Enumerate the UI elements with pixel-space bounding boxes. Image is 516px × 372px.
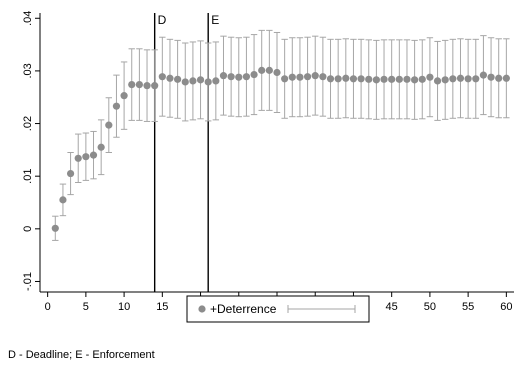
data-point (212, 77, 220, 85)
data-point (334, 75, 342, 83)
data-point (181, 78, 189, 86)
data-point (166, 74, 174, 82)
data-point (120, 92, 128, 100)
data-point (502, 74, 510, 82)
data-point (365, 75, 373, 83)
data-point (158, 73, 166, 81)
data-point (388, 75, 396, 83)
x-tick-label: 60 (500, 301, 512, 313)
data-point (464, 75, 472, 83)
data-point (66, 169, 75, 178)
data-point (128, 80, 136, 89)
data-point (349, 75, 358, 83)
x-tick-label: 0 (45, 301, 51, 313)
data-point (82, 153, 90, 161)
data-point (380, 75, 388, 83)
data-point (219, 72, 228, 80)
data-point (495, 74, 503, 82)
data-point (411, 76, 419, 84)
x-tick-label: 55 (462, 301, 474, 313)
data-point (319, 73, 327, 81)
data-point (296, 73, 304, 81)
legend-label: +Deterrence (210, 302, 277, 316)
plot-area: -.010.01.02.03.0405101520253035404550556… (22, 11, 514, 313)
data-point (235, 73, 243, 81)
legend-marker (198, 305, 206, 313)
x-tick-label: 45 (386, 301, 398, 313)
data-point (472, 75, 480, 83)
data-point (174, 75, 182, 83)
data-point (74, 154, 82, 162)
y-tick-label: .02 (22, 116, 34, 131)
data-point (105, 121, 113, 129)
data-point (433, 77, 442, 85)
data-point (326, 75, 335, 83)
data-point (204, 78, 212, 86)
data-point (89, 151, 98, 159)
data-point (143, 82, 151, 90)
x-tick-label: 15 (156, 301, 168, 313)
data-point (456, 74, 465, 82)
data-point (242, 73, 251, 81)
data-point (426, 73, 434, 81)
reference-line-label: D (158, 13, 167, 27)
data-point (281, 75, 289, 83)
data-point (403, 75, 411, 83)
data-point (227, 73, 235, 81)
data-point (258, 66, 266, 74)
data-point (311, 72, 319, 80)
x-tick-label: 50 (424, 301, 436, 313)
data-point (112, 102, 121, 110)
data-point (441, 76, 449, 84)
data-point (357, 75, 365, 83)
data-point (135, 80, 143, 89)
y-tick-label: .04 (22, 11, 34, 26)
data-point (418, 75, 426, 83)
data-point (189, 77, 197, 85)
data-point (51, 224, 59, 232)
data-point (265, 66, 273, 74)
data-point (487, 73, 495, 81)
legend: +Deterrence (186, 295, 370, 323)
y-tick-label: -.01 (22, 272, 34, 291)
data-point (151, 82, 159, 90)
data-point (479, 71, 488, 79)
data-point (250, 70, 258, 79)
data-point (303, 73, 312, 81)
footnote: D - Deadline; E - Enforcement (8, 349, 155, 361)
data-point (395, 75, 403, 83)
data-point (449, 75, 457, 83)
data-point (372, 76, 380, 84)
x-tick-label: 10 (118, 301, 130, 313)
y-tick-label: 0 (22, 226, 34, 232)
data-point (196, 76, 205, 84)
data-point (342, 74, 350, 82)
data-point (59, 196, 67, 204)
y-tick-label: .01 (22, 169, 34, 184)
data-point (273, 68, 281, 77)
x-tick-label: 5 (83, 301, 89, 313)
reference-line-label: E (211, 13, 219, 27)
data-point (288, 73, 296, 81)
y-tick-label: .03 (22, 63, 34, 78)
data-point (97, 143, 105, 151)
